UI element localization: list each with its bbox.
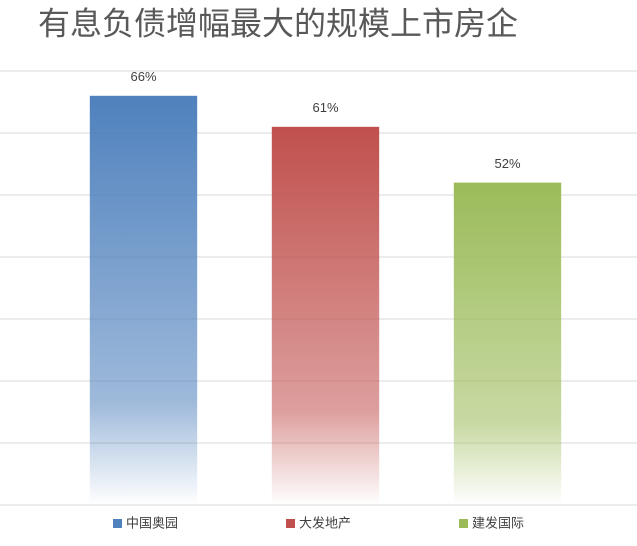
data-label: 52% xyxy=(494,156,520,171)
data-label: 61% xyxy=(312,100,338,115)
legend-swatch xyxy=(113,519,122,528)
legend-swatch xyxy=(286,519,295,528)
legend-label: 建发国际 xyxy=(472,515,524,530)
chart-title: 有息负债增幅最大的规模上市房企 xyxy=(38,5,518,43)
bar xyxy=(453,182,562,505)
bar xyxy=(271,126,380,506)
data-label: 66% xyxy=(130,69,156,84)
legend-label: 中国奥园 xyxy=(126,515,178,530)
legend-swatch xyxy=(459,519,468,528)
legend-label: 大发地产 xyxy=(299,515,351,530)
bar xyxy=(89,95,198,506)
